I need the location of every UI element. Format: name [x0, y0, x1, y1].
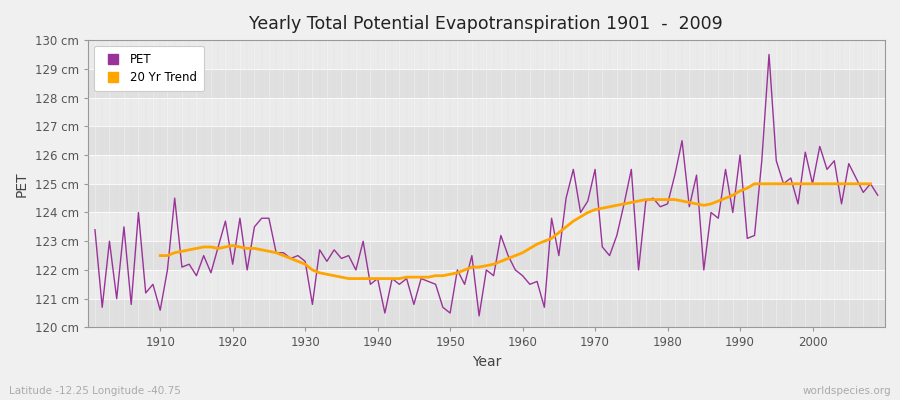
Text: worldspecies.org: worldspecies.org — [803, 386, 891, 396]
Bar — [87, 98, 885, 126]
Text: Latitude -12.25 Longitude -40.75: Latitude -12.25 Longitude -40.75 — [9, 386, 181, 396]
Bar — [87, 299, 885, 328]
Legend: PET, 20 Yr Trend: PET, 20 Yr Trend — [94, 46, 204, 91]
Bar — [87, 40, 885, 69]
X-axis label: Year: Year — [472, 355, 501, 369]
Bar — [87, 184, 885, 212]
Bar — [87, 212, 885, 241]
Bar — [87, 69, 885, 98]
Title: Yearly Total Potential Evapotranspiration 1901  -  2009: Yearly Total Potential Evapotranspiratio… — [249, 15, 724, 33]
Bar — [87, 155, 885, 184]
Bar — [87, 241, 885, 270]
Bar — [87, 270, 885, 299]
Bar — [87, 126, 885, 155]
Y-axis label: PET: PET — [15, 171, 29, 196]
